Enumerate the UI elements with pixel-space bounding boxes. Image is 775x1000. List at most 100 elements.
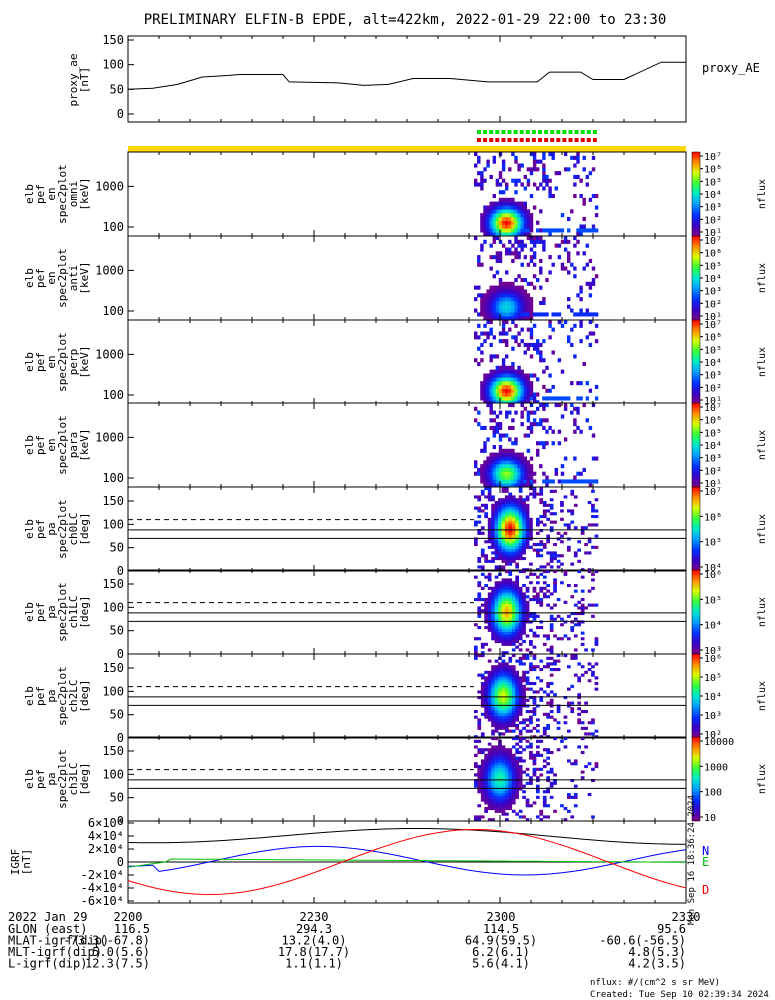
pitch-angle-cell xyxy=(505,753,509,757)
pitch-angle-cell xyxy=(573,634,578,638)
pitch-angle-cell xyxy=(501,684,506,688)
pitch-angle-cell xyxy=(498,595,502,599)
pitch-angle-cell xyxy=(501,798,506,802)
pitch-angle-cell xyxy=(477,779,482,783)
spectrogram-cell xyxy=(517,251,521,256)
spectrogram-cell xyxy=(594,228,599,233)
pitch-angle-cell xyxy=(494,767,499,771)
pitch-angle-cell xyxy=(511,523,516,527)
pitch-angle-cell xyxy=(518,531,523,535)
pitch-angle-cell xyxy=(525,801,530,805)
spectrogram-cell xyxy=(480,350,484,355)
spectrogram-cell xyxy=(505,186,509,191)
pitch-angle-cell xyxy=(570,620,575,624)
spectrogram-cell xyxy=(520,243,524,248)
pitch-angle-cell xyxy=(505,770,509,774)
spectrogram-panel-perp: 1001000elbpefenspec2plotperp[keV]10¹10²1… xyxy=(23,319,768,407)
pitch-angle-cell xyxy=(484,795,488,799)
pitch-angle-cell xyxy=(501,696,506,700)
pitch-angle-cell xyxy=(501,626,506,630)
pitch-angle-cell xyxy=(539,589,544,593)
spectrogram-cell xyxy=(514,224,518,229)
colorbar-tick: 10² xyxy=(704,466,722,477)
pitch-angle-cell xyxy=(477,815,482,819)
pitch-angle-cell xyxy=(491,529,495,533)
pitch-angle-cell xyxy=(505,589,509,593)
igrf-total-line xyxy=(127,828,686,845)
pitch-angle-cell xyxy=(515,620,519,624)
y-axis-label-line: elb xyxy=(23,268,36,288)
pitch-angle-cell xyxy=(553,586,557,590)
pitch-angle-cell xyxy=(553,617,557,621)
colorbar-tick: 10⁶ xyxy=(704,654,722,665)
pitch-angle-cell xyxy=(587,523,592,527)
pitch-angle-cell xyxy=(477,818,482,822)
pitch-angle-cell xyxy=(539,565,544,569)
pitch-angle-cell xyxy=(484,801,488,805)
pitch-angle-cell xyxy=(511,581,516,585)
spectrogram-cell xyxy=(523,392,527,397)
spectrogram-cell xyxy=(529,479,534,484)
pitch-angle-cell xyxy=(491,598,495,602)
pitch-angle-cell xyxy=(508,498,513,502)
pitch-angle-cell xyxy=(484,575,488,579)
pitch-angle-cell xyxy=(580,673,585,677)
spectrogram-cell xyxy=(560,369,565,374)
pitch-angle-cell xyxy=(491,693,495,697)
pitch-angle-cell xyxy=(556,704,561,708)
pitch-angle-cell xyxy=(487,623,492,627)
pitch-angle-cell xyxy=(567,509,571,513)
pitch-angle-cell xyxy=(498,745,502,749)
pitch-angle-cell xyxy=(584,543,588,547)
pitch-angle-cell xyxy=(532,645,537,649)
pitch-angle-cell xyxy=(518,515,523,519)
marker-red-dot xyxy=(544,138,549,142)
pitch-angle-cell xyxy=(484,557,488,561)
pitch-angle-cell xyxy=(505,818,509,822)
pitch-angle-cell xyxy=(580,776,585,780)
pitch-angle-cell xyxy=(522,506,526,510)
spectrogram-cell xyxy=(505,270,509,275)
y-axis-label-line: spec2plot xyxy=(56,499,69,559)
pitch-angle-cell xyxy=(501,586,506,590)
pitch-angle-cell xyxy=(522,718,526,722)
pitch-angle-cell xyxy=(553,737,557,741)
spectrogram-cell xyxy=(508,369,512,374)
spectrogram-cell xyxy=(492,308,496,313)
pitch-angle-cell xyxy=(498,804,502,808)
y-axis-label-line: pef xyxy=(34,352,47,372)
spectrogram-cell xyxy=(489,456,493,461)
pitch-angle-cell xyxy=(549,651,554,655)
pitch-angle-cell xyxy=(501,776,506,780)
spectrogram-cell xyxy=(539,464,543,469)
spectrogram-cell xyxy=(517,228,521,233)
pitch-angle-cell xyxy=(542,765,547,769)
pitch-angle-cell xyxy=(515,595,519,599)
pitch-angle-cell xyxy=(539,626,544,630)
spectrogram-cell xyxy=(508,316,512,321)
spectrogram-cell xyxy=(523,388,527,393)
pitch-angle-cell xyxy=(518,537,523,541)
colorbar-tick: 10⁶ xyxy=(704,570,722,581)
spectrogram-cell xyxy=(523,316,527,321)
spectrogram-cell xyxy=(520,384,524,389)
spectrogram-cell xyxy=(560,239,565,244)
pitch-angle-cell xyxy=(508,545,513,549)
spectrogram-cell xyxy=(573,182,577,187)
spectrogram-cell xyxy=(474,236,478,241)
colorbar-tick: 10⁶ xyxy=(704,512,722,523)
pitch-angle-cell xyxy=(539,586,544,590)
spectrogram-cell xyxy=(588,388,593,393)
pitch-angle-cell xyxy=(501,753,506,757)
pitch-angle-cell xyxy=(487,603,492,607)
pitch-angle-cell xyxy=(515,598,519,602)
spectrogram-cell xyxy=(498,293,503,298)
pitch-angle-cell xyxy=(508,673,513,677)
spectrogram-cell xyxy=(514,339,518,344)
spectrogram-cell xyxy=(517,209,521,214)
pitch-angle-cell xyxy=(498,606,502,610)
pitch-angle-cell xyxy=(501,581,506,585)
spectrogram-cell xyxy=(495,312,500,317)
spectrogram-cell xyxy=(517,297,521,302)
pitch-angle-cell xyxy=(525,704,530,708)
